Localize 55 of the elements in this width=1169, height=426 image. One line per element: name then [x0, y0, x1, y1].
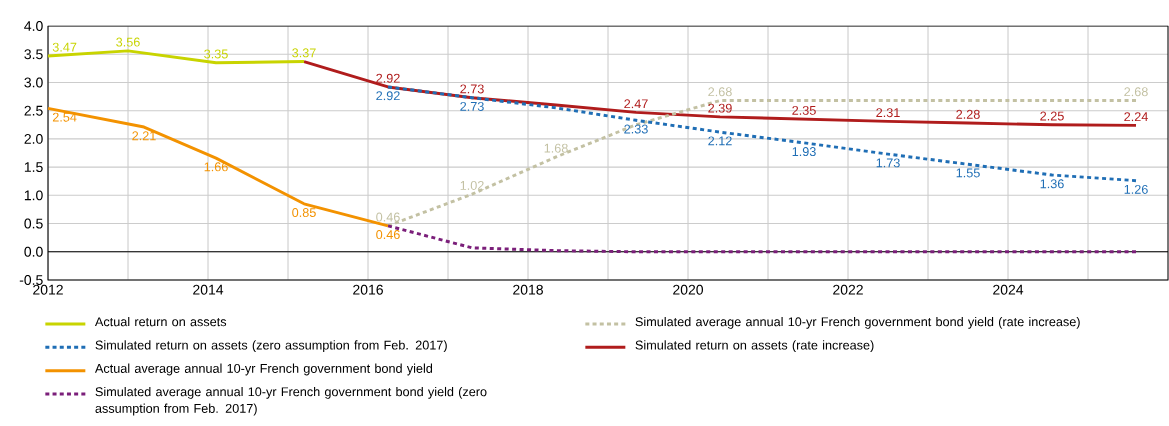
data-label: 2.92 — [376, 91, 400, 101]
data-label: 3.56 — [116, 37, 140, 47]
y-tick-label: 3.5 — [24, 49, 43, 60]
legend-label: Actual return on assets — [94, 316, 227, 327]
x-tick-label: 2020 — [673, 284, 704, 295]
data-label: 2.47 — [624, 99, 648, 109]
legend-label: Simulated return on assets (zero assumption from Feb. 2017) — [95, 340, 447, 353]
data-label: 0.46 — [376, 212, 400, 222]
data-label: 2.33 — [624, 124, 648, 134]
y-tick-label: 1.0 — [24, 190, 43, 201]
data-label: 2.31 — [876, 108, 900, 118]
data-label: 2.12 — [708, 136, 732, 146]
data-label: 2.54 — [52, 112, 77, 122]
data-label: 2.39 — [708, 103, 732, 113]
data-label: 1.36 — [1040, 179, 1064, 189]
data-label: 1.66 — [204, 162, 228, 172]
x-tick-label: 2014 — [193, 284, 224, 295]
y-tick-label: -0.5 — [19, 275, 43, 285]
data-label: 3.35 — [204, 49, 228, 59]
x-tick-label: 2016 — [353, 284, 383, 295]
data-label: 2.68 — [708, 87, 732, 97]
data-label: 2.68 — [1124, 87, 1148, 97]
y-tick-label: 2.5 — [24, 105, 43, 116]
legend-label: Simulated return on assets (rate increase) — [635, 340, 874, 353]
data-label: 2.25 — [1040, 111, 1064, 121]
data-label: 3.47 — [52, 42, 77, 52]
legend-label: Simulated average annual 10-yr French government bond yield (zero assumption from Feb. 2017) — [95, 386, 487, 416]
y-tick-label: 4.0 — [24, 21, 43, 31]
x-tick-label: 2018 — [513, 284, 543, 295]
data-label: 2.21 — [132, 131, 156, 141]
x-tick-label: 2024 — [993, 284, 1024, 295]
data-label: 1.26 — [1124, 184, 1148, 194]
y-tick-label: 0.0 — [24, 246, 43, 257]
y-tick-label: 3.0 — [24, 77, 43, 88]
data-label: 1.02 — [460, 180, 484, 190]
y-tick-label: 0.5 — [24, 218, 43, 229]
data-label: 1.68 — [544, 143, 568, 153]
y-tick-label: 1.5 — [24, 162, 43, 173]
data-label: 2.28 — [956, 109, 980, 119]
legend-label: Actual average annual 10-yr French government bond yield — [94, 363, 433, 376]
data-label: 0.46 — [376, 230, 400, 240]
data-label: 2.24 — [1124, 112, 1148, 122]
data-label: 1.73 — [876, 158, 900, 168]
x-tick-label: 2022 — [833, 284, 863, 295]
data-label: 1.93 — [792, 147, 816, 157]
legend-label: Simulated average annual 10-yr French government bond yield (rate increase) — [635, 316, 1080, 329]
data-label: 2.73 — [460, 84, 484, 94]
data-label: 2.92 — [376, 73, 400, 83]
data-label: 2.73 — [460, 101, 484, 111]
x-tick-label: 2012 — [33, 284, 63, 295]
data-label: 1.55 — [956, 168, 980, 178]
data-label: 2.35 — [792, 105, 816, 115]
data-label: 0.85 — [292, 208, 316, 218]
data-label: 3.37 — [292, 48, 316, 58]
y-tick-label: 2.0 — [24, 133, 43, 144]
